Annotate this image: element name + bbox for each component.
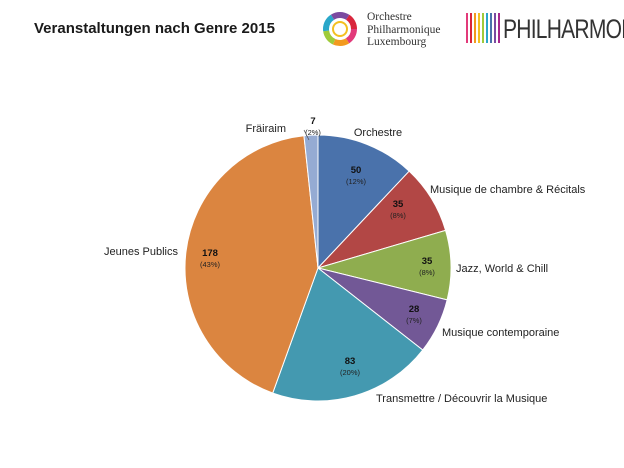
data-label-percent: (7%)	[406, 316, 422, 325]
opl-logo: Orchestre Philharmonique Luxembourg	[321, 10, 456, 50]
data-label-percent: (8%)	[419, 268, 435, 277]
pie-slice-frairaim	[303, 134, 319, 269]
leader-line	[303, 129, 310, 141]
data-label-percent: (8%)	[390, 211, 406, 220]
data-label-percent: (43%)	[200, 260, 221, 269]
category-label-frairaim: Fräiraim	[246, 123, 286, 135]
category-label-jazz-world-chill: Jazz, World & Chill	[456, 263, 548, 275]
data-label-value: 35	[422, 256, 433, 267]
pie-slice-jeunes-publics	[184, 135, 319, 394]
category-label-musique-de-chambre-recitals: Musique de chambre & Récitals	[430, 184, 586, 196]
data-label-percent: (12%)	[346, 177, 367, 186]
data-label-value: 35	[393, 199, 404, 210]
opl-logo-text: Orchestre Philharmonique Luxembourg	[367, 11, 441, 48]
data-label-value: 178	[202, 248, 218, 259]
category-label-musique-contemporaine: Musique contemporaine	[442, 327, 559, 339]
category-label-jeunes-publics: Jeunes Publics	[104, 246, 178, 258]
data-label-percent: (2%)	[305, 128, 321, 137]
data-label-percent: (20%)	[340, 368, 361, 377]
opl-ring-icon	[323, 12, 357, 46]
philharmonie-logo: PHILHARMONIE	[466, 13, 624, 45]
data-label-value: 7	[310, 116, 315, 127]
data-label-value: 28	[409, 304, 420, 315]
category-label-transmettre-decouvrir-la-musique: Transmettre / Découvrir la Musique	[376, 393, 547, 405]
category-label-orchestre: Orchestre	[354, 127, 402, 139]
pie-slice-orchestre	[317, 134, 410, 270]
philharmonie-wordmark: PHILHARMONIE	[503, 14, 624, 44]
data-label-value: 50	[351, 165, 362, 176]
chart-title: Veranstaltungen nach Genre 2015	[34, 20, 275, 37]
philharmonie-bars-icon	[466, 13, 500, 43]
data-label-value: 83	[345, 356, 356, 367]
pie-slice-transmettre-decouvrir-la-musique	[272, 267, 424, 402]
